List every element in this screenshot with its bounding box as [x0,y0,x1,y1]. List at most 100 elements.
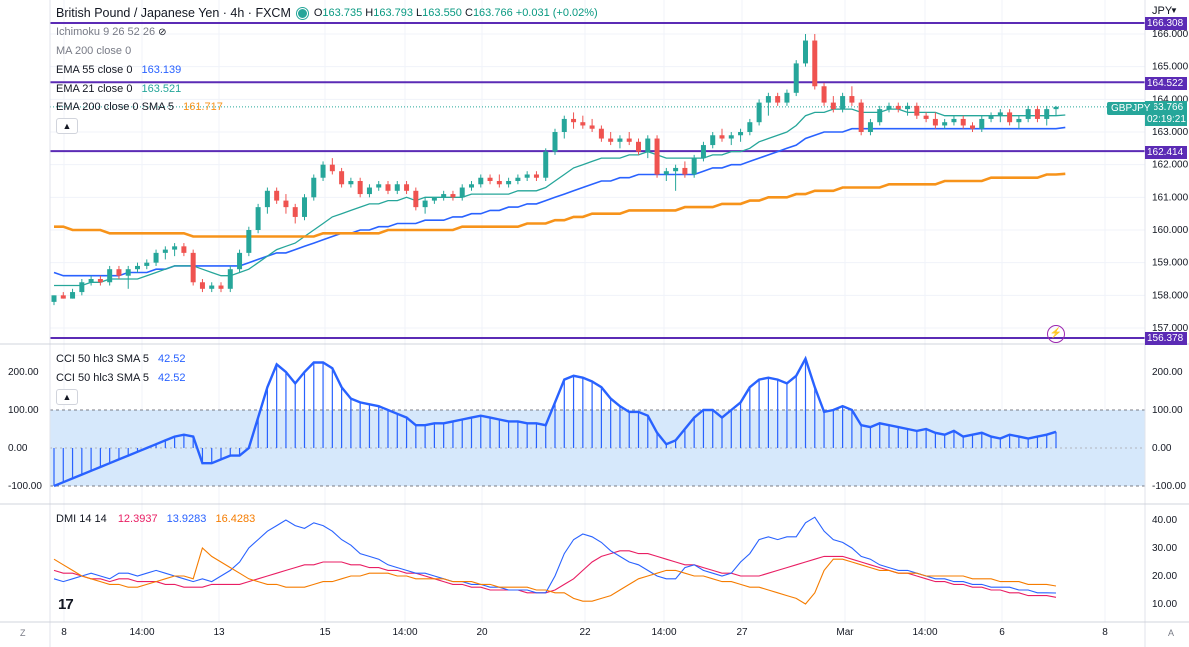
candle-body [385,184,391,191]
candle-body [469,184,474,188]
currency-label[interactable]: JPY [1152,5,1173,17]
candle-body [209,285,215,289]
candle-body [970,125,975,129]
candle-body [302,197,307,217]
price-tick-label: 162.000 [1152,160,1189,171]
candle-body [255,207,261,230]
hline-tag-4: 156.378 [1145,332,1187,345]
price-tick-label: 164.000 [1152,94,1189,105]
cci-tick-label-right: 0.00 [1152,443,1172,454]
candle-body [784,92,790,103]
dmi-tick-label: 20.00 [1152,571,1177,582]
candle-body [320,164,326,178]
candle-body [107,269,113,283]
candle-body [404,184,410,191]
symbol-title[interactable]: British Pound / Japanese Yen · 4h · FXCM [56,6,291,20]
price-tick-label: 160.000 [1152,225,1189,236]
cci-tick-label-right: 100.00 [1152,405,1183,416]
legend-cci-1[interactable]: CCI 50 hlc3 SMA 5 42.52 [56,353,186,365]
chevron-down-icon[interactable]: ▼ [1170,6,1178,15]
legend-cci-2[interactable]: CCI 50 hlc3 SMA 5 42.52 [56,372,186,384]
legend-ma200[interactable]: MA 200 close 0 [56,45,132,57]
candle-body [821,86,827,103]
candle-body [237,252,243,270]
candle-body [617,138,623,142]
candle-body [162,249,168,253]
timezone-z-icon[interactable]: Z [20,628,26,638]
candle-body [199,282,205,289]
candle-body [88,279,94,283]
candle-body [348,181,354,185]
candle-body [311,177,317,198]
candle-body [51,295,57,302]
collapse-cci-legend-button[interactable]: ▲ [56,389,78,405]
candle-body [710,135,716,146]
candle-body [1016,118,1022,123]
series-line-ema-55 [53,126,1066,277]
candle-body [190,252,196,283]
candle-body [700,145,706,159]
price-tick-label: 157.000 [1152,323,1189,334]
candle-body [793,63,799,93]
change-value: +0.031 (+0.02%) [515,7,598,19]
candle-body [533,174,539,178]
candle-body [756,102,762,123]
candle-body [682,167,688,175]
candle-body [181,246,187,253]
candle-body [728,135,734,139]
candle-body [60,295,66,299]
candle-body [172,246,178,250]
candle-body [923,115,929,119]
eye-off-icon[interactable]: ⊘ [158,27,167,38]
cci-tick-label-right: 200.00 [1152,367,1183,378]
time-tick-label: 14:00 [392,627,417,638]
candle-body [580,122,586,126]
candle-body [803,40,808,64]
candle-body [886,105,892,110]
legend-ema21[interactable]: EMA 21 close 0 163.521 [56,83,182,95]
candle-body [394,184,400,191]
candle-body [830,102,836,110]
cci-band [50,410,1145,486]
candle-body [858,102,864,132]
legend-ema55[interactable]: EMA 55 close 0 163.139 [56,64,182,76]
collapse-legend-button[interactable]: ▲ [56,118,78,134]
market-status-icon [296,7,308,19]
candle-body [654,138,660,175]
time-tick-label: 27 [736,627,748,638]
candle-body [218,285,224,289]
candle-body [506,181,512,185]
price-tick-label: 166.000 [1152,29,1189,40]
price-tick-label: 158.000 [1152,290,1189,301]
legend-ichimoku[interactable]: Ichimoku 9 26 52 26 ⊘ [56,26,167,38]
candle-body [719,135,725,139]
auto-scale-icon[interactable]: A [1168,628,1175,638]
time-tick-label: 14:00 [129,627,154,638]
low-value: 163.550 [422,7,462,19]
cci-tick-label-left: 0.00 [8,443,28,454]
candle-body [960,118,966,126]
candle-body [478,177,484,185]
open-value: 163.735 [322,7,363,19]
cci-tick-label-left: 100.00 [8,405,39,416]
candle-body [636,141,641,152]
legend-dmi[interactable]: DMI 14 14 12.3937 13.9283 16.4283 [56,513,256,525]
candle-body [413,190,419,208]
tradingview-logo-icon[interactable]: 17 [58,596,74,613]
candle-body [97,279,103,283]
chart-header: British Pound / Japanese Yen · 4h · FXCM… [56,4,598,22]
candle-body [552,132,558,152]
legend-ema200[interactable]: EMA 200 close 0 SMA 5 161.717 [56,101,223,113]
candle-body [561,118,567,132]
bar-countdown: 02:19:21 [1145,113,1187,126]
time-tick-label: Mar [836,627,854,638]
ohlc-readout: O163.735 H163.793 L163.550 C163.766 +0.0… [313,7,598,19]
candle-body [1034,109,1040,119]
candle-body [144,262,150,266]
candle-body [775,96,781,103]
candle-body [543,151,549,178]
candle-body [673,167,679,172]
time-tick-label: 20 [476,627,488,638]
lightning-icon[interactable]: ⚡ [1047,325,1065,343]
